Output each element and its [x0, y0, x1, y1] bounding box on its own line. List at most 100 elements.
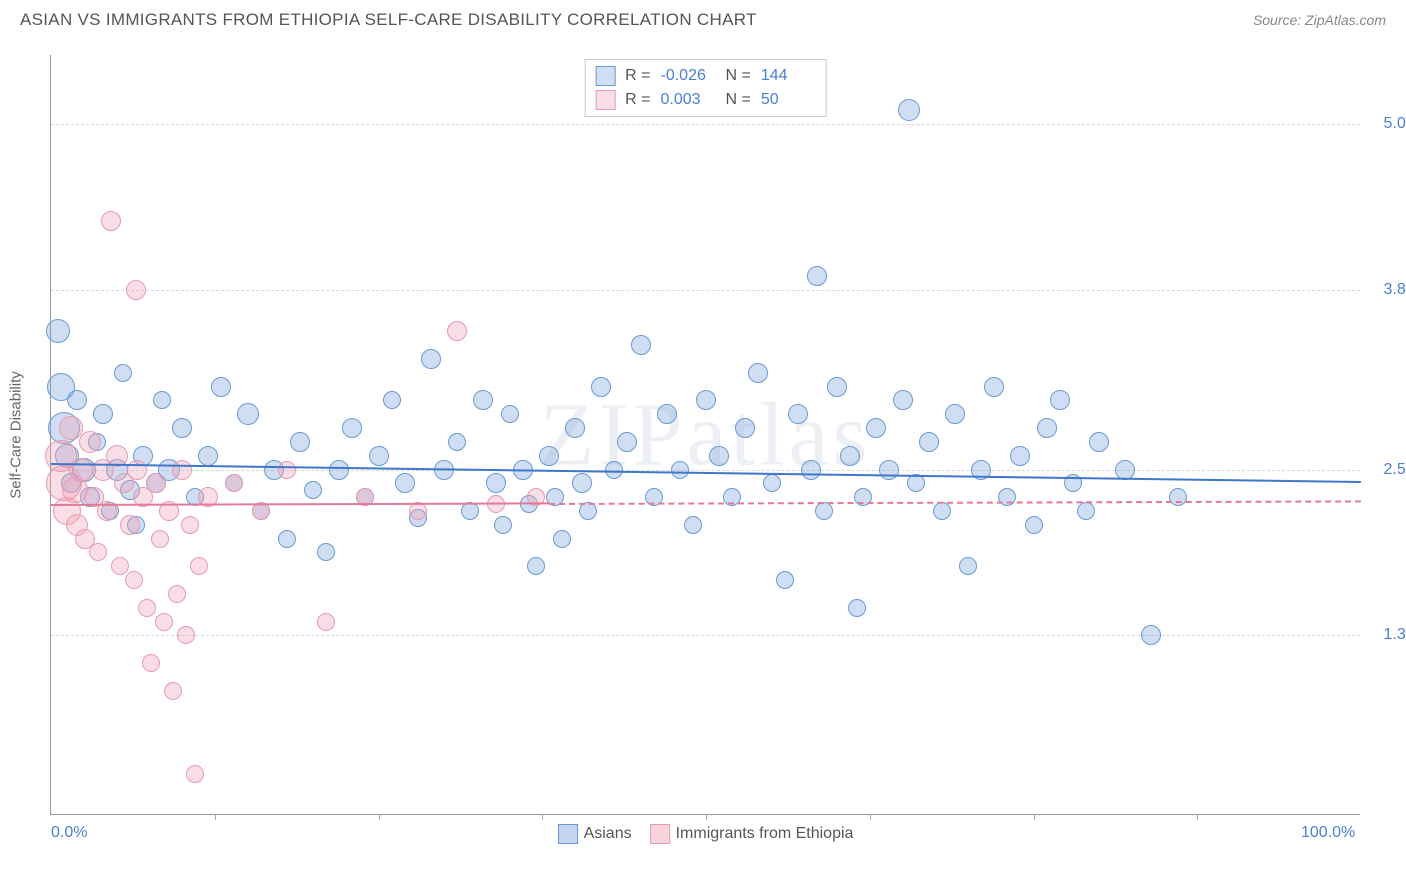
legend-swatch — [558, 824, 578, 844]
data-point — [1169, 488, 1187, 506]
x-tick-minor — [870, 814, 871, 820]
data-point — [59, 416, 83, 440]
data-point — [1025, 516, 1043, 534]
stats-r-value: 0.003 — [661, 88, 716, 112]
data-point — [186, 765, 204, 783]
trend-line — [549, 500, 1361, 505]
data-point — [1077, 502, 1095, 520]
data-point — [342, 418, 362, 438]
data-point — [486, 473, 506, 493]
data-point — [138, 599, 156, 617]
stats-n-value: 50 — [761, 88, 816, 112]
data-point — [190, 557, 208, 575]
data-point — [172, 460, 192, 480]
data-point — [93, 404, 113, 424]
data-point — [1010, 446, 1030, 466]
data-point — [671, 461, 689, 479]
data-point — [67, 390, 87, 410]
y-axis-label: Self-Care Disability — [8, 371, 25, 499]
data-point — [125, 571, 143, 589]
series-swatch — [595, 90, 615, 110]
data-point — [959, 557, 977, 575]
data-point — [198, 446, 218, 466]
gridline-horizontal — [51, 290, 1360, 291]
data-point — [572, 473, 592, 493]
data-point — [907, 474, 925, 492]
data-point — [898, 99, 920, 121]
data-point — [605, 461, 623, 479]
data-point — [945, 404, 965, 424]
gridline-horizontal — [51, 124, 1360, 125]
data-point — [553, 530, 571, 548]
gridline-horizontal — [51, 470, 1360, 471]
data-point — [168, 585, 186, 603]
stats-n-label: N = — [726, 64, 751, 88]
stats-legend-box: R =-0.026N =144R = 0.003 N = 50 — [584, 59, 827, 117]
data-point — [684, 516, 702, 534]
data-point — [527, 557, 545, 575]
x-tick-label: 0.0% — [51, 824, 87, 842]
data-point — [172, 418, 192, 438]
data-point — [1037, 418, 1057, 438]
y-tick-label: 2.5% — [1384, 461, 1406, 479]
data-point — [617, 432, 637, 452]
legend-item: Asians — [558, 824, 632, 844]
data-point — [776, 571, 794, 589]
x-tick-minor — [1034, 814, 1035, 820]
data-point — [657, 404, 677, 424]
source-label: Source: ZipAtlas.com — [1253, 12, 1386, 28]
stats-r-label: R = — [625, 64, 650, 88]
data-point — [1089, 432, 1109, 452]
data-point — [278, 461, 296, 479]
data-point — [101, 211, 121, 231]
series-swatch — [595, 66, 615, 86]
x-tick-minor — [379, 814, 380, 820]
data-point — [565, 418, 585, 438]
data-point — [748, 363, 768, 383]
stats-n-label: N = — [726, 88, 751, 112]
data-point — [395, 473, 415, 493]
data-point — [151, 530, 169, 548]
data-point — [539, 446, 559, 466]
data-point — [114, 364, 132, 382]
data-point — [933, 502, 951, 520]
data-point — [181, 516, 199, 534]
data-point — [473, 390, 493, 410]
data-point — [369, 446, 389, 466]
legend-swatch — [650, 824, 670, 844]
data-point — [1115, 460, 1135, 480]
bottom-legend: Asians Immigrants from Ethiopia — [558, 824, 854, 844]
data-point — [146, 473, 166, 493]
y-tick-label: 3.8% — [1384, 281, 1406, 299]
data-point — [126, 280, 146, 300]
data-point — [329, 460, 349, 480]
data-point — [225, 474, 243, 492]
data-point — [801, 460, 821, 480]
legend-label: Immigrants from Ethiopia — [676, 825, 854, 843]
y-tick-label: 1.3% — [1384, 626, 1406, 644]
data-point — [79, 431, 101, 453]
stats-row: R =-0.026N =144 — [595, 64, 816, 88]
data-point — [1141, 625, 1161, 645]
x-tick-minor — [1197, 814, 1198, 820]
stats-r-label: R = — [625, 88, 650, 112]
gridline-horizontal — [51, 635, 1360, 636]
x-tick-label: 100.0% — [1301, 824, 1355, 842]
y-tick-label: 5.0% — [1384, 115, 1406, 133]
data-point — [304, 481, 322, 499]
data-point — [89, 543, 107, 561]
data-point — [709, 446, 729, 466]
data-point — [696, 390, 716, 410]
data-point — [807, 266, 827, 286]
data-point — [164, 682, 182, 700]
data-point — [735, 418, 755, 438]
x-tick-minor — [215, 814, 216, 820]
data-point — [211, 377, 231, 397]
data-point — [317, 543, 335, 561]
data-point — [591, 377, 611, 397]
data-point — [763, 474, 781, 492]
legend-label: Asians — [584, 825, 632, 843]
chart-title: ASIAN VS IMMIGRANTS FROM ETHIOPIA SELF-C… — [20, 10, 757, 30]
data-point — [494, 516, 512, 534]
data-point — [501, 405, 519, 423]
